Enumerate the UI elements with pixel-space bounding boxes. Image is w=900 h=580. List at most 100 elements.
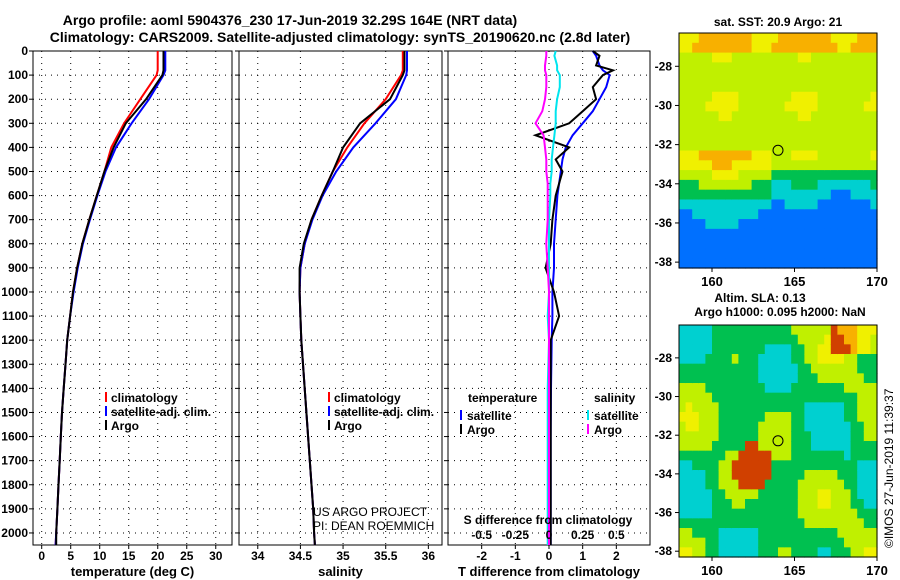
map-cell [764, 238, 772, 250]
map-cell [837, 518, 845, 529]
map-cell [725, 179, 733, 191]
map-cell [817, 354, 825, 365]
map-cell [764, 431, 772, 442]
map-cell [830, 470, 838, 481]
map-cell [718, 421, 726, 432]
map-cell [685, 219, 693, 230]
map-cell [705, 189, 713, 201]
map-cell [804, 111, 812, 122]
map-cell [685, 508, 693, 519]
map-cell [718, 334, 726, 345]
map-cell [817, 179, 825, 191]
map-cell [784, 392, 792, 403]
map-cell [712, 402, 720, 413]
map-cell [811, 518, 819, 529]
map-cell [844, 518, 852, 529]
map-cell [718, 518, 726, 529]
map-cell [758, 402, 766, 413]
map-cell [778, 228, 786, 240]
y-tick-label: 1800 [1, 478, 28, 492]
map-cell [778, 248, 786, 259]
map-cell [778, 489, 786, 500]
map-cell [685, 248, 693, 259]
map-cell [698, 392, 706, 403]
map-cell [778, 199, 786, 210]
map-cell [718, 547, 726, 558]
map-cell [817, 209, 825, 220]
map-cell [692, 537, 700, 548]
map-cell [791, 547, 799, 558]
map-cell [718, 383, 726, 394]
map-cell [857, 219, 865, 230]
map-cell [797, 72, 805, 83]
map-cell [857, 334, 865, 345]
map-cell [830, 228, 838, 240]
map-cell [830, 334, 838, 345]
y-tick-label: 600 [8, 189, 28, 203]
map-cell [804, 179, 812, 191]
map-cell [712, 219, 720, 230]
map-cell [870, 499, 878, 510]
x-axis-label: T difference from climatology [458, 564, 641, 579]
map-cell [857, 537, 865, 548]
map-cell [685, 140, 693, 152]
map-cell [791, 383, 799, 394]
map-cell [837, 228, 845, 240]
map-cell [685, 373, 693, 384]
map-cell [863, 62, 871, 73]
map-cell [692, 130, 700, 142]
map-cell [758, 547, 766, 558]
map-cell [817, 101, 825, 112]
map-cell [797, 412, 805, 423]
y-tick-label: 1400 [1, 381, 28, 395]
map-cell [797, 383, 805, 394]
map-cell [751, 160, 759, 171]
map-cell [817, 402, 825, 413]
map-cell [771, 33, 779, 44]
map-cell [784, 111, 792, 122]
map-cell [758, 334, 766, 345]
map-cell [784, 441, 792, 452]
map-cell [738, 33, 746, 44]
map-cell [698, 402, 706, 413]
map-cell [811, 392, 819, 403]
map-cell [844, 392, 852, 403]
map-cell [857, 460, 865, 471]
map-cell [837, 460, 845, 471]
x-tick-label: 34.5 [289, 549, 313, 563]
map-cell [738, 431, 746, 442]
map-cell [738, 72, 746, 83]
map-cell [692, 209, 700, 220]
map-cell [817, 441, 825, 452]
map-cell [791, 344, 799, 355]
map-cell [830, 537, 838, 548]
map-cell [857, 383, 865, 394]
map-cell [830, 450, 838, 461]
map-cell [778, 160, 786, 171]
map-cell [804, 248, 812, 259]
legend-label: Argo [111, 419, 139, 433]
map-cell [685, 111, 693, 122]
map-cell [738, 130, 746, 142]
x-tick-label: 30 [209, 549, 223, 563]
map-cell [712, 81, 720, 93]
map-cell [718, 258, 726, 269]
map-cell [791, 209, 799, 220]
map-cell [811, 81, 819, 93]
map-cell [698, 52, 706, 63]
map-cell [784, 62, 792, 73]
map-cell [797, 450, 805, 461]
map-cell [725, 209, 733, 220]
map-cell [863, 52, 871, 63]
map-cell [745, 248, 753, 259]
map-cell [758, 344, 766, 355]
map-cell [791, 62, 799, 73]
map-cell [870, 489, 878, 500]
map-cell [778, 441, 786, 452]
map-cell [850, 508, 858, 519]
map-cell [692, 33, 700, 44]
map-cell [738, 460, 746, 471]
map-cell [811, 179, 819, 191]
map-cell [679, 189, 687, 201]
map-cell [738, 111, 746, 122]
